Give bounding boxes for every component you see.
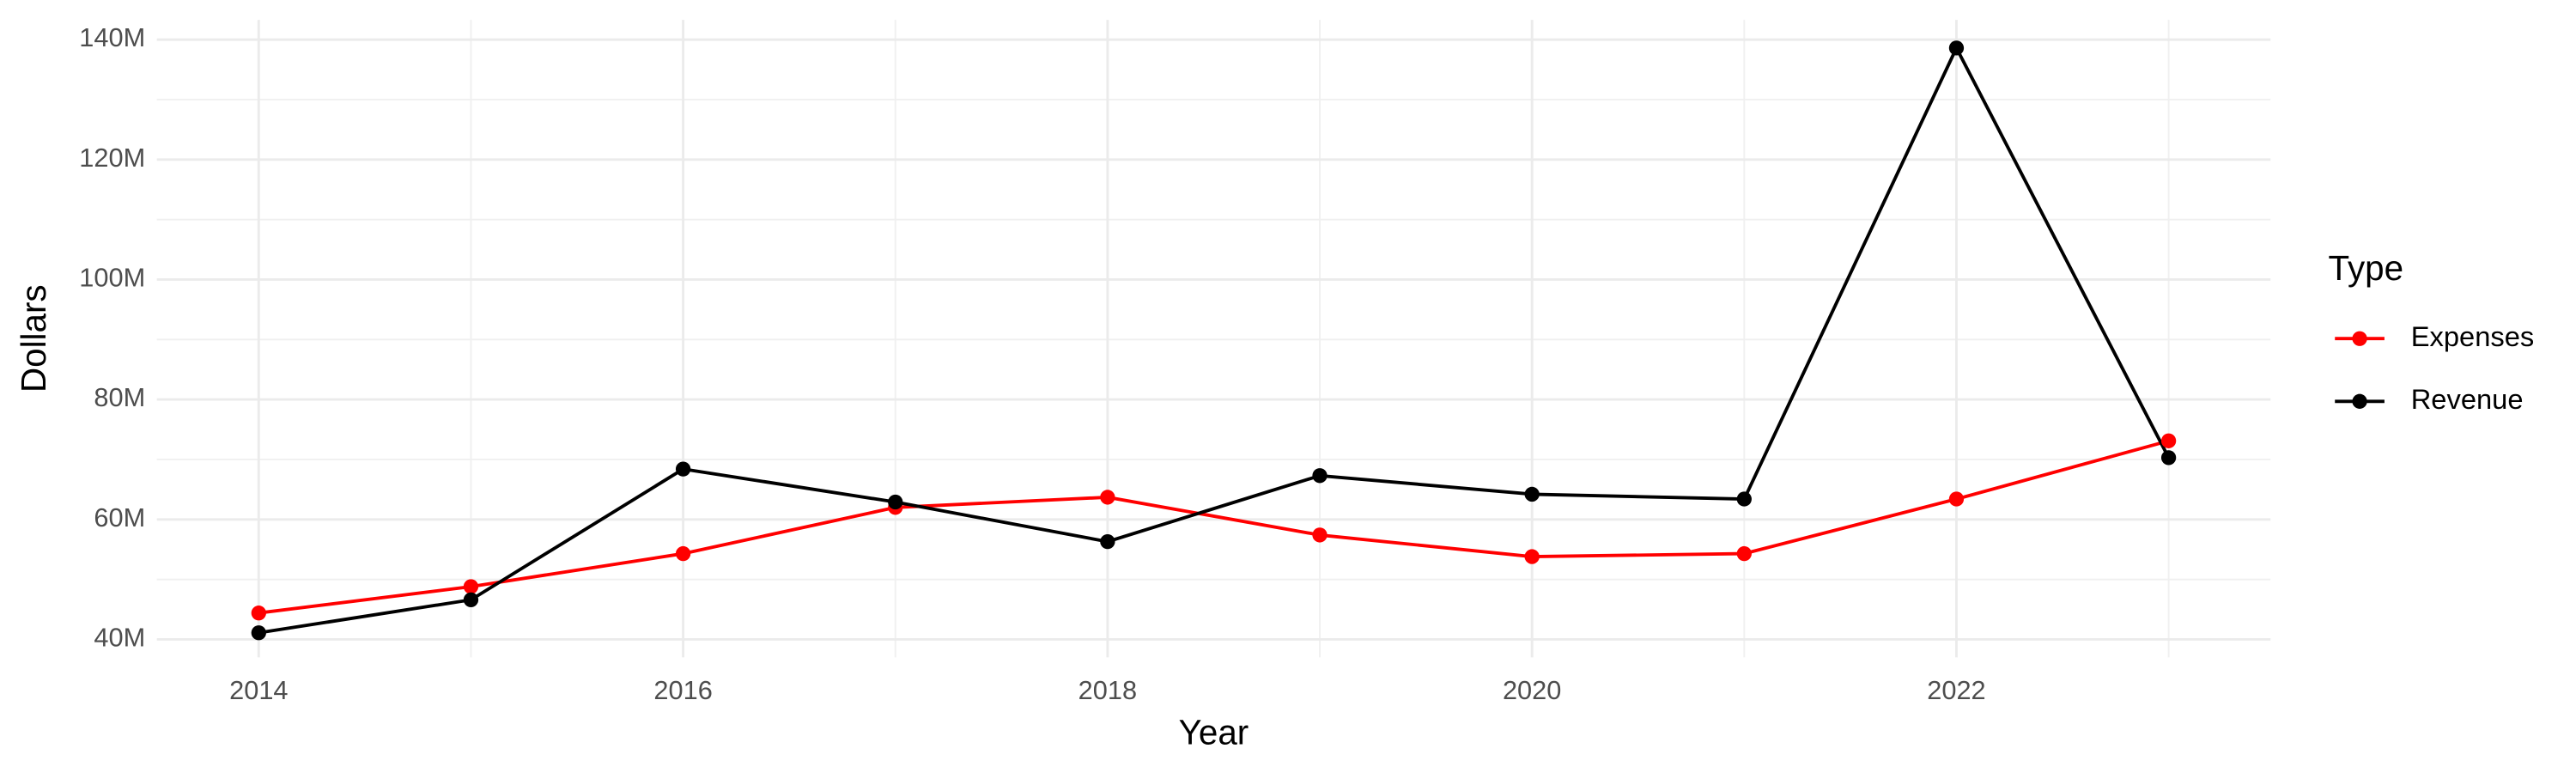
data-point — [463, 579, 479, 594]
legend-marker — [2352, 393, 2367, 409]
y-axis-title: Dollars — [14, 284, 53, 393]
data-point — [2160, 450, 2177, 466]
data-point — [1736, 545, 1752, 562]
data-point — [675, 461, 691, 477]
x-tick-label: 2018 — [1078, 675, 1137, 705]
data-point — [1312, 527, 1327, 543]
data-point — [1948, 491, 1965, 507]
x-tick-label: 2020 — [1503, 675, 1561, 705]
data-point — [463, 592, 479, 608]
marks — [251, 40, 2177, 641]
data-point — [1100, 533, 1115, 550]
x-axis-title: Year — [1179, 712, 1249, 752]
legend-label: Expenses — [2411, 320, 2535, 352]
data-point — [888, 494, 903, 510]
y-tick-label: 80M — [94, 382, 145, 412]
legend-label: Revenue — [2411, 383, 2524, 415]
x-tick-label: 2014 — [229, 675, 288, 705]
data-point — [1524, 486, 1540, 502]
y-tick-label: 40M — [94, 623, 145, 653]
data-point — [675, 545, 691, 562]
data-point — [1100, 490, 1115, 505]
x-tick-label: 2016 — [653, 675, 712, 705]
data-point — [251, 625, 266, 641]
series-line — [258, 439, 2170, 615]
data-point — [2160, 433, 2177, 448]
data-point — [1736, 491, 1752, 507]
x-tick-label: 2022 — [1927, 675, 1985, 705]
y-tick-label: 100M — [79, 263, 145, 293]
data-point — [1524, 549, 1540, 564]
data-point — [251, 606, 266, 621]
legend-title: Type — [2329, 248, 2404, 288]
y-tick-label: 120M — [79, 143, 145, 173]
data-point — [1948, 40, 1965, 56]
data-point — [1312, 468, 1327, 484]
series-line — [258, 44, 2171, 635]
grid — [156, 20, 2271, 658]
y-tick-label: 140M — [79, 22, 145, 52]
y-tick-label: 60M — [94, 502, 145, 533]
legend-marker — [2352, 331, 2367, 346]
